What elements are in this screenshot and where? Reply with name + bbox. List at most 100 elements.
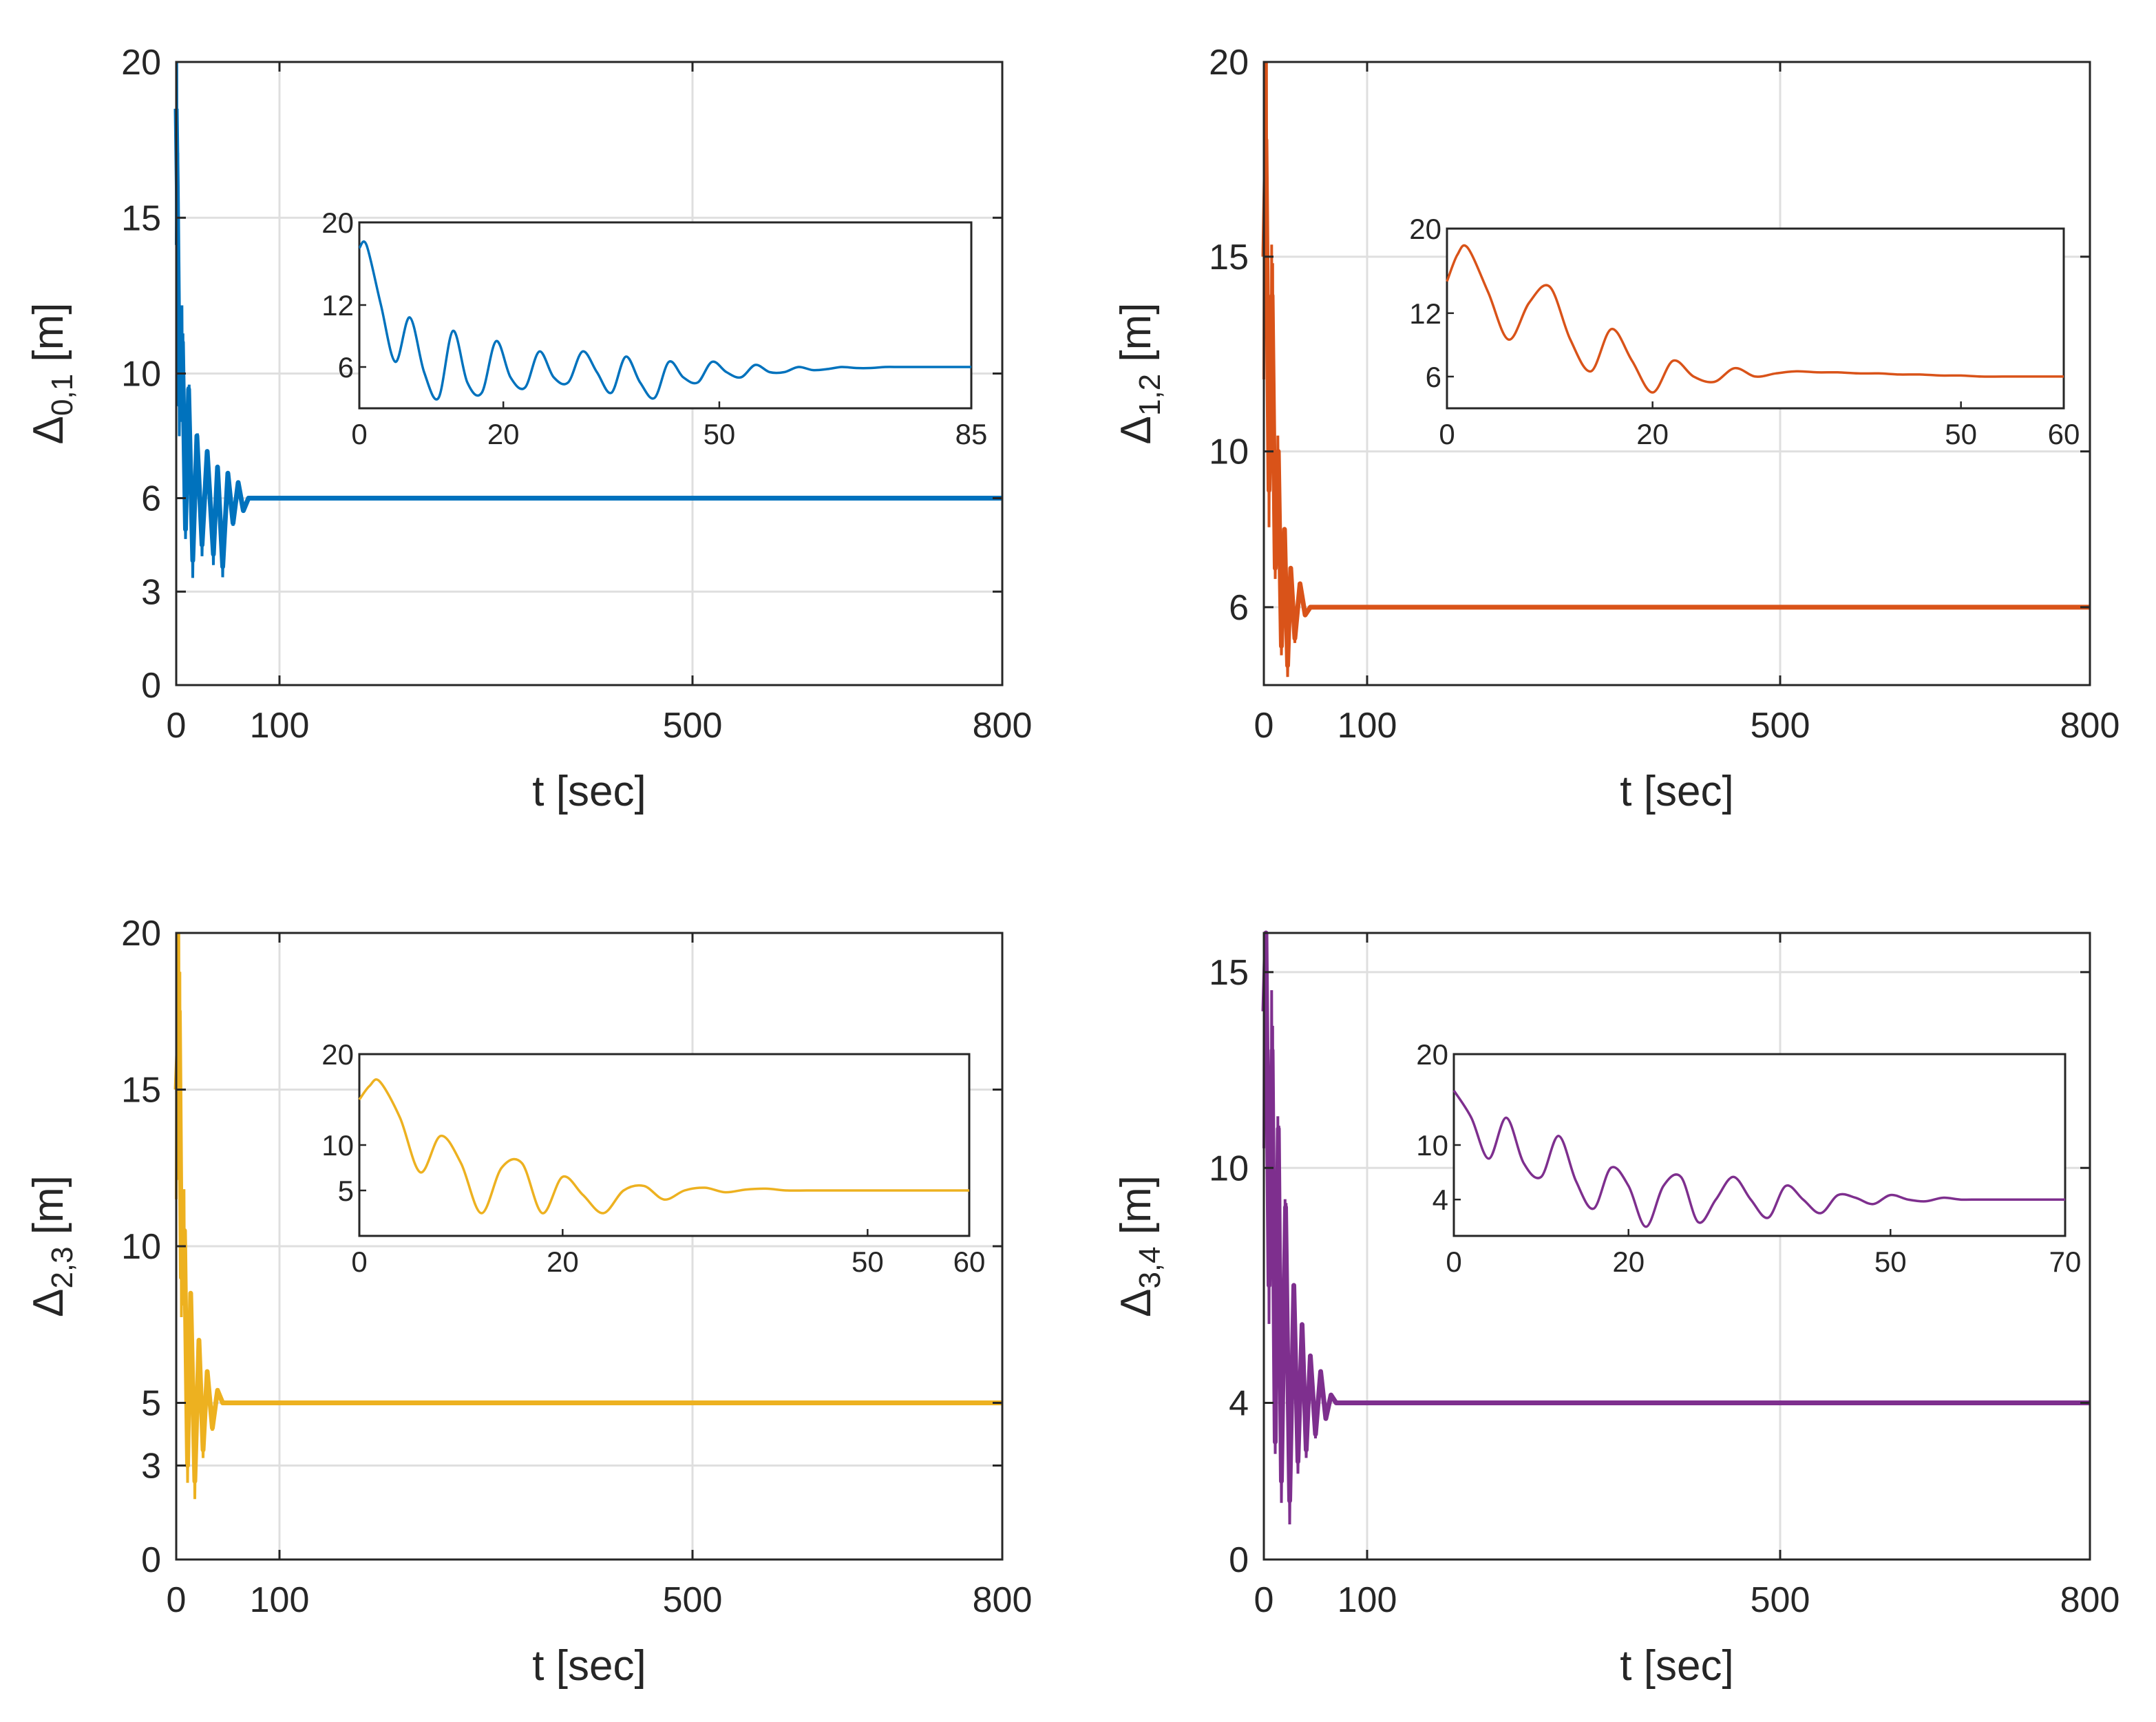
x-tick-label-500: 500 bbox=[663, 706, 723, 746]
y-tick-label-15: 15 bbox=[121, 198, 161, 238]
inset-tick-marks bbox=[358, 1053, 971, 1236]
x-axis-label: t [sec] bbox=[532, 1642, 646, 1690]
inset-x-tick-label-20: 20 bbox=[1612, 1246, 1645, 1278]
inset-x-tick-label-70: 70 bbox=[2049, 1246, 2082, 1278]
inset-zoom-panel: 0 20 50 60 6 12 20 bbox=[1409, 213, 2080, 450]
inset-y-tick-label-20: 20 bbox=[1416, 1038, 1448, 1071]
inset-x-tick-label-50: 50 bbox=[1874, 1246, 1907, 1278]
inset-y-tick-label-10: 10 bbox=[1416, 1129, 1448, 1162]
y-axis-label: Δ3,4 [m] bbox=[1112, 1175, 1167, 1317]
inset-box bbox=[358, 1053, 971, 1237]
inset-x-tick-label-0: 0 bbox=[1439, 418, 1455, 450]
inset-y-tick-label-20: 20 bbox=[321, 1038, 354, 1071]
inset-tick-labels: 0 20 50 70 4 10 20 bbox=[1416, 1038, 2081, 1278]
x-axis-label: t [sec] bbox=[532, 768, 646, 815]
y-axis-label-subscript: 0,1 bbox=[45, 374, 79, 416]
inset-y-tick-label-12: 12 bbox=[321, 289, 354, 322]
y-tick-label-10: 10 bbox=[121, 355, 161, 395]
inset-x-tick-label-50: 50 bbox=[852, 1246, 884, 1278]
subplot-delta-3-4: 0 100 500 800 0 4 10 15 t [sec] Δ3,4 [m] 0 20 50 7… bbox=[1112, 930, 2120, 1690]
inset-zoom-panel: 0 20 50 85 6 12 20 bbox=[321, 207, 987, 450]
y-tick-label-3: 3 bbox=[141, 1447, 161, 1487]
x-axis-label: t [sec] bbox=[1620, 1642, 1733, 1690]
tick-marks bbox=[1262, 61, 2091, 685]
y-axis-label-subscript: 2,3 bbox=[45, 1246, 79, 1288]
y-axis-label-space bbox=[25, 362, 72, 374]
subplot-delta-1-2: 0 100 500 800 6 10 15 20 t [sec] Δ1,2 [m] 0 20 50… bbox=[1112, 43, 2120, 815]
x-tick-label-800: 800 bbox=[2060, 706, 2120, 746]
series-line-delta-0-1 bbox=[173, 108, 1002, 569]
y-tick-label-5: 5 bbox=[141, 1384, 161, 1424]
inset-y-tick-label-12: 12 bbox=[1409, 297, 1441, 330]
tick-labels: 0 100 500 800 6 10 15 20 bbox=[1209, 43, 2120, 746]
y-tick-label-20: 20 bbox=[121, 43, 161, 83]
x-tick-label-0: 0 bbox=[167, 706, 187, 746]
y-axis-label-symbol: Δ bbox=[1112, 1289, 1160, 1317]
y-axis-label-symbol: Δ bbox=[25, 416, 72, 444]
y-tick-label-0: 0 bbox=[141, 1540, 161, 1580]
inset-series-line bbox=[1452, 1089, 2065, 1228]
inset-y-tick-label-4: 4 bbox=[1433, 1184, 1448, 1216]
y-tick-label-0: 0 bbox=[1229, 1540, 1249, 1580]
y-tick-label-6: 6 bbox=[141, 479, 161, 519]
inset-x-tick-label-20: 20 bbox=[487, 418, 520, 450]
inset-y-tick-label-20: 20 bbox=[1409, 213, 1441, 245]
inset-tick-marks bbox=[358, 221, 973, 408]
inset-x-tick-label-20: 20 bbox=[1636, 418, 1669, 450]
subplot-delta-0-1: 0 100 500 800 0 3 6 10 15 20 t [sec] Δ0,1 [m] 0 20… bbox=[25, 43, 1032, 815]
inset-x-tick-label-0: 0 bbox=[351, 418, 367, 450]
inset-x-tick-label-0: 0 bbox=[351, 1246, 367, 1278]
inset-series-line bbox=[358, 1078, 969, 1215]
inset-series-line bbox=[358, 240, 971, 401]
x-axis-label: t [sec] bbox=[1620, 768, 1733, 815]
subplot-delta-2-3: 0 100 500 800 0 3 5 10 15 20 t [sec] Δ2,3 [m] 0 20… bbox=[25, 914, 1032, 1690]
axes-box bbox=[1262, 932, 2091, 1561]
y-tick-label-15: 15 bbox=[1209, 238, 1249, 277]
inset-y-tick-label-6: 6 bbox=[338, 351, 354, 384]
x-tick-label-100: 100 bbox=[250, 1580, 310, 1620]
inset-tick-labels: 0 20 50 85 6 12 20 bbox=[321, 207, 987, 450]
inset-x-tick-label-20: 20 bbox=[547, 1246, 579, 1278]
inset-box bbox=[1446, 227, 2065, 410]
inset-x-tick-label-50: 50 bbox=[704, 418, 736, 450]
x-tick-label-500: 500 bbox=[1751, 1580, 1810, 1620]
series-line-delta-1-2 bbox=[1261, 137, 2090, 669]
y-tick-label-15: 15 bbox=[1209, 953, 1249, 993]
y-tick-label-20: 20 bbox=[1209, 43, 1249, 83]
y-tick-label-15: 15 bbox=[121, 1071, 161, 1111]
x-tick-label-0: 0 bbox=[1254, 706, 1274, 746]
inset-zoom-panel: 0 20 50 60 5 10 20 bbox=[321, 1038, 985, 1278]
y-axis-label-symbol: Δ bbox=[25, 1289, 72, 1317]
y-tick-label-10: 10 bbox=[1209, 1148, 1249, 1188]
y-tick-label-10: 10 bbox=[1209, 432, 1249, 472]
y-tick-label-3: 3 bbox=[141, 572, 161, 612]
inset-x-tick-label-60: 60 bbox=[953, 1246, 986, 1278]
series-line-delta-2-3 bbox=[173, 1009, 1002, 1484]
inset-x-tick-label-0: 0 bbox=[1446, 1246, 1461, 1278]
y-axis-label: Δ0,1 [m] bbox=[25, 303, 79, 445]
inset-tick-marks bbox=[1446, 227, 2065, 408]
x-tick-label-800: 800 bbox=[2060, 1580, 2120, 1620]
x-tick-label-0: 0 bbox=[1254, 1580, 1274, 1620]
inset-tick-marks bbox=[1452, 1053, 2067, 1236]
x-tick-label-100: 100 bbox=[1338, 706, 1397, 746]
y-axis-label-unit: [m] bbox=[1112, 1175, 1160, 1235]
y-axis-label-space bbox=[1112, 1235, 1160, 1246]
y-tick-label-4: 4 bbox=[1229, 1384, 1249, 1424]
y-axis-label: Δ2,3 [m] bbox=[25, 1175, 79, 1317]
y-axis-label-subscript: 1,2 bbox=[1133, 374, 1167, 416]
y-tick-label-0: 0 bbox=[141, 666, 161, 706]
inset-y-tick-label-6: 6 bbox=[1426, 361, 1441, 393]
series-line-delta-3-4 bbox=[1261, 930, 2090, 1504]
inset-tick-labels: 0 20 50 60 5 10 20 bbox=[321, 1038, 985, 1278]
y-tick-label-20: 20 bbox=[121, 914, 161, 954]
x-tick-label-100: 100 bbox=[1338, 1580, 1397, 1620]
y-axis-label-unit: [m] bbox=[25, 303, 72, 362]
x-tick-label-500: 500 bbox=[1751, 706, 1810, 746]
x-tick-label-0: 0 bbox=[167, 1580, 187, 1620]
inset-series-line bbox=[1446, 244, 2064, 394]
x-tick-label-800: 800 bbox=[973, 706, 1033, 746]
